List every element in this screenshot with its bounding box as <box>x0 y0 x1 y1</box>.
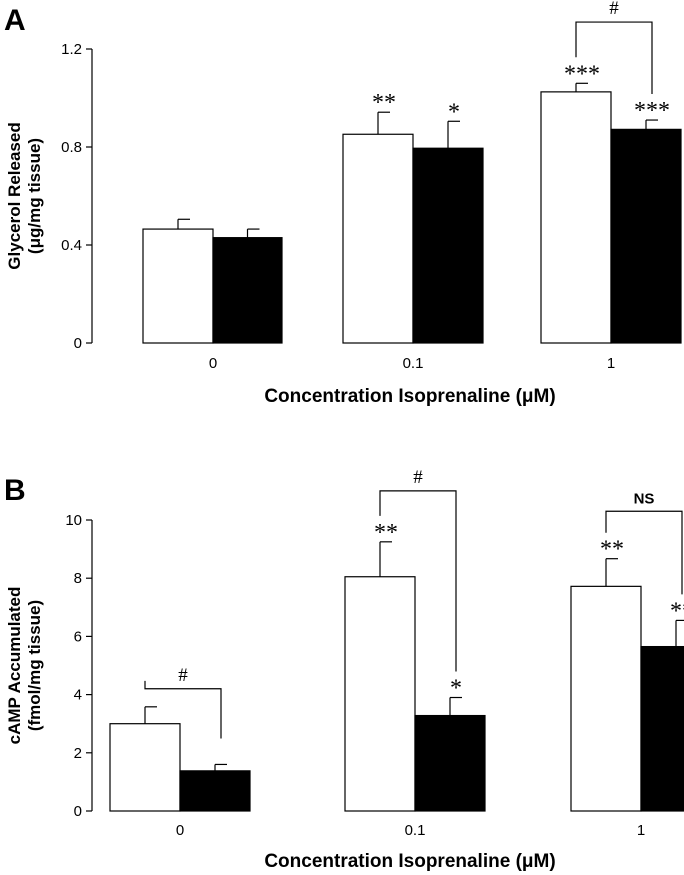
x-tick-label: 0 <box>209 355 217 372</box>
comparison-label: # <box>413 467 423 488</box>
y-axis-label: Glycerol Released <box>5 122 24 269</box>
y-tick-label: 10 <box>65 512 82 529</box>
y-tick-label: 6 <box>74 628 82 645</box>
y-tick-label: 4 <box>74 687 82 704</box>
panel-letter: A <box>4 4 26 37</box>
bar <box>412 147 484 344</box>
bar <box>344 576 416 812</box>
significance-marker: ** <box>600 537 624 563</box>
y-tick-label: 0 <box>74 335 82 352</box>
significance-marker: ** <box>374 520 398 546</box>
bar <box>212 237 283 344</box>
bar <box>540 91 612 344</box>
y-tick-label: 0.4 <box>61 237 82 254</box>
y-axis-label: cAMP Accumulated <box>5 587 24 745</box>
significance-marker: * <box>450 676 462 702</box>
x-tick-label: 0.1 <box>403 355 424 372</box>
bar <box>610 128 682 344</box>
comparison-label: # <box>609 0 619 19</box>
y-axis-label-units: (fmol/mg tissue) <box>25 600 44 731</box>
significance-marker: ** <box>372 90 396 116</box>
x-tick-label: 1 <box>607 355 615 372</box>
significance-marker: *** <box>634 98 670 124</box>
y-tick-label: 2 <box>74 745 82 762</box>
significance-marker: * <box>448 99 460 125</box>
panel-letter: B <box>4 474 26 507</box>
significance-marker: *** <box>564 61 600 87</box>
bar <box>414 714 486 812</box>
bar <box>342 133 414 344</box>
x-tick-label: 0.1 <box>405 822 426 839</box>
y-tick-label: 8 <box>74 570 82 587</box>
x-axis-title: Concentration Isoprenaline (μM) <box>264 851 555 872</box>
chart-panel-a: A 0 0.4 0.8 1.2 Glycerol Released (μg/mg tissu… <box>4 0 682 407</box>
comparison-bracket <box>144 680 222 739</box>
bar <box>179 770 251 812</box>
x-tick-label: 1 <box>637 822 645 839</box>
y-tick-label: 0 <box>74 803 82 820</box>
y-axis-label-units: (μg/mg tissue) <box>25 138 44 254</box>
bar <box>142 228 214 344</box>
y-tick-label: 0.8 <box>61 139 82 156</box>
x-axis-title: Concentration Isoprenaline (μM) <box>264 386 555 407</box>
bar <box>109 723 181 812</box>
comparison-label: # <box>178 665 188 686</box>
significance-marker: ** <box>670 598 684 624</box>
x-tick-label: 0 <box>176 822 184 839</box>
bar <box>640 645 684 812</box>
comparison-bracket <box>575 21 653 95</box>
comparison-label: NS <box>634 490 655 507</box>
y-tick-label: 1.2 <box>61 41 82 58</box>
bar <box>570 585 642 812</box>
comparison-bracket <box>605 510 683 595</box>
comparison-bracket <box>379 490 457 672</box>
